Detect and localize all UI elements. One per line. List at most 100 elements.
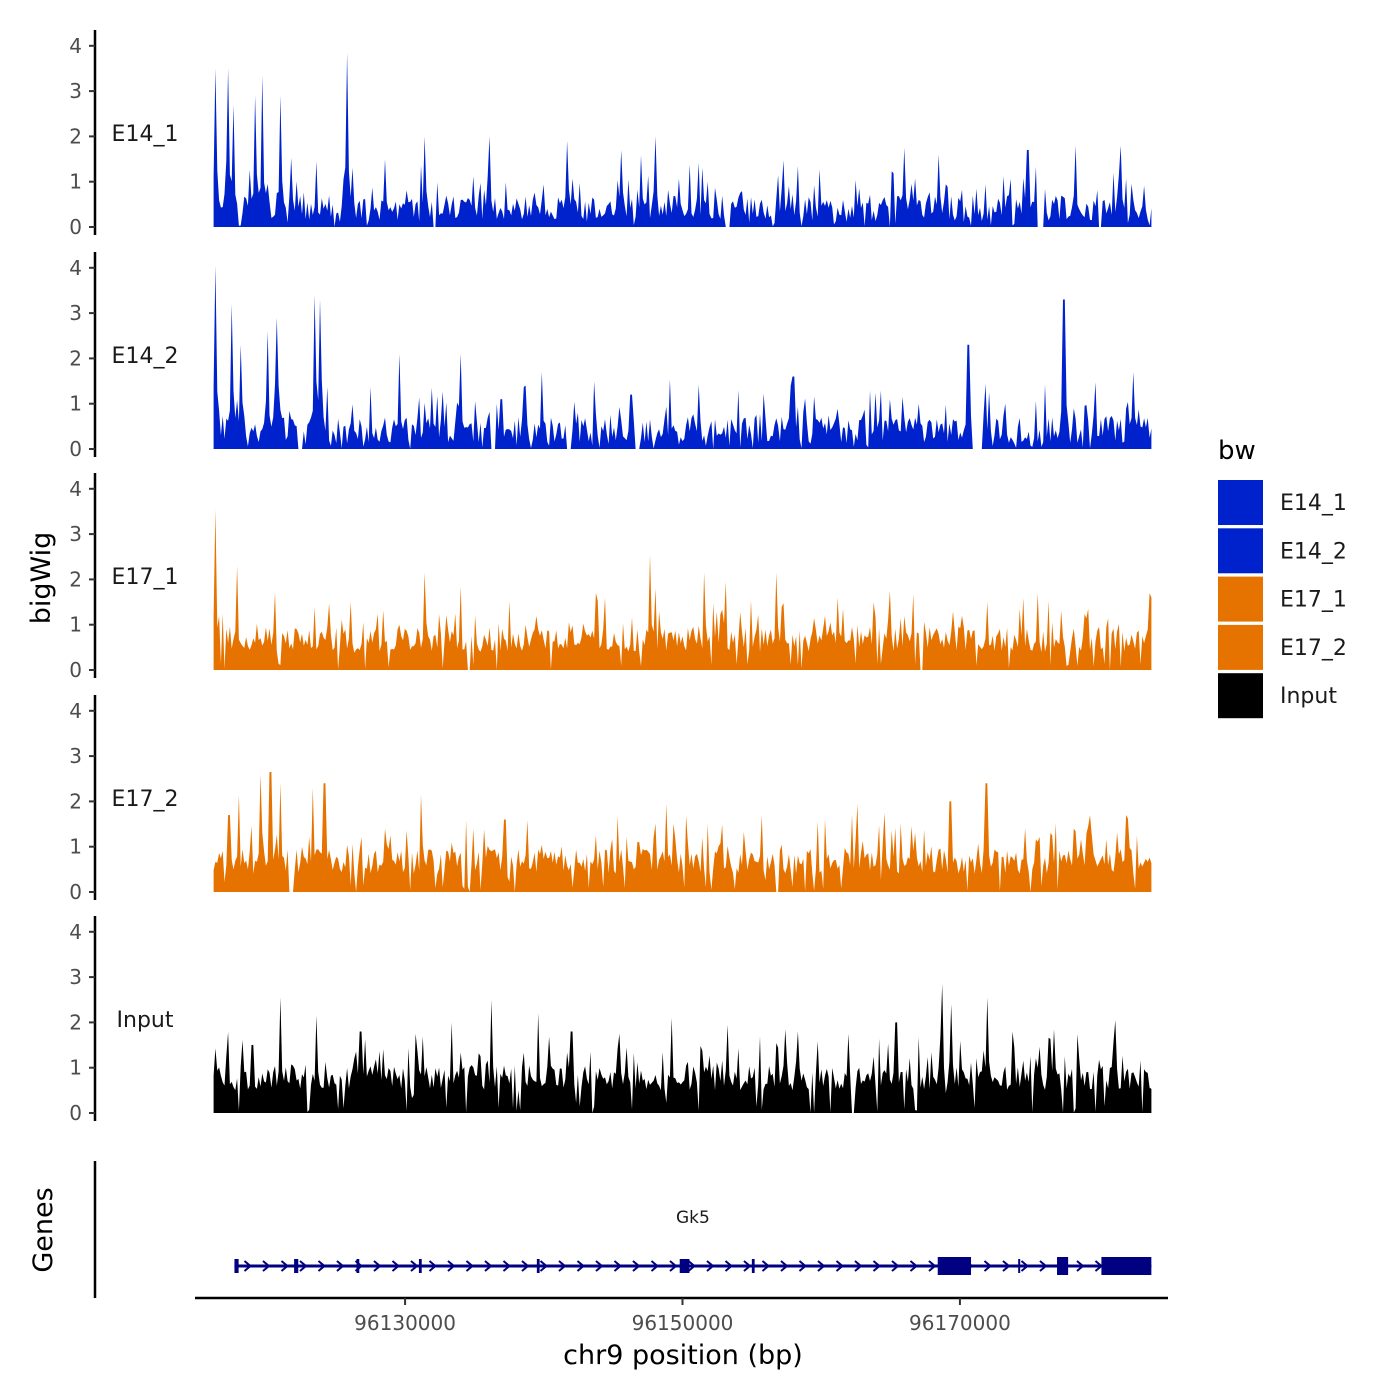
exon-block: [1018, 1259, 1021, 1273]
track-label: E14_1: [112, 122, 179, 147]
strand-arrow: [798, 1260, 808, 1272]
y-tick-label: 0: [69, 437, 82, 461]
strand-arrow: [465, 1260, 475, 1272]
x-axis: 96130000 96150000 96170000: [195, 1296, 1168, 1335]
x-tick-label: 96150000: [632, 1311, 734, 1335]
strand-arrow: [650, 1260, 660, 1272]
strand-arrow: [521, 1260, 530, 1272]
legend-label: E14_2: [1280, 539, 1347, 564]
exon-block: [294, 1259, 299, 1273]
strand-arrow: [743, 1260, 752, 1272]
y-tick-label: 3: [69, 522, 82, 546]
coverage-area-E17_1: [213, 509, 1152, 670]
x-tick-label: 96130000: [354, 1311, 456, 1335]
strand-arrow: [1076, 1260, 1085, 1272]
strand-arrow: [373, 1260, 382, 1272]
track-E17_1: 0 1 2 3 4 E17_1: [69, 473, 1152, 682]
strand-arrow: [558, 1260, 567, 1272]
strand-arrow: [780, 1260, 789, 1272]
legend-item: E17_1: [1218, 576, 1347, 622]
y-tick-label: 3: [69, 744, 82, 768]
gene-track-title: Genes: [28, 1187, 59, 1272]
coverage-area-Input: [213, 983, 1152, 1113]
strand-arrow: [576, 1260, 586, 1272]
strand-arrow: [484, 1260, 493, 1272]
strand-arrow: [632, 1260, 641, 1272]
coverage-tracks: 0 1 2 3 4 E14_1 0 1 2 3 4 E14_2 0 1 2 3 4 E17_1 0 1 2 3 4 E17_2…: [69, 30, 1152, 1125]
track-Input: 0 1 2 3 4 Input: [69, 916, 1152, 1125]
legend-item: Input: [1218, 673, 1337, 719]
coverage-area-E14_2: [213, 265, 1152, 449]
gene-label: Gk5: [676, 1208, 710, 1228]
y-tick-label: 4: [69, 256, 82, 280]
exon-block: [536, 1259, 540, 1273]
legend-label: E14_1: [1280, 491, 1347, 516]
x-tick-label: 96170000: [909, 1311, 1011, 1335]
track-label: E14_2: [112, 344, 179, 369]
exon-block: [234, 1259, 239, 1273]
strand-arrow: [1020, 1260, 1030, 1272]
legend-swatch: [1218, 528, 1263, 574]
y-tick-label: 1: [69, 170, 82, 194]
strand-arrow: [928, 1260, 937, 1272]
y-tick-label: 0: [69, 1101, 82, 1125]
y-tick-label: 2: [69, 1010, 82, 1034]
exon-block: [1101, 1257, 1152, 1275]
track-label: Input: [117, 1008, 174, 1033]
strand-arrow: [595, 1260, 604, 1272]
strand-arrow: [817, 1260, 826, 1272]
legend-title: bw: [1218, 436, 1256, 466]
strand-arrow: [835, 1260, 845, 1272]
strand-arrow: [410, 1260, 419, 1272]
y-tick-label: 1: [69, 392, 82, 416]
y-tick-label: 2: [69, 789, 82, 813]
strand-arrow: [539, 1260, 549, 1272]
legend-label: E17_2: [1280, 636, 1347, 661]
y-tick-label: 4: [69, 477, 82, 501]
y-tick-label: 2: [69, 346, 82, 370]
legend-swatch: [1218, 480, 1263, 525]
track-label: E17_1: [112, 565, 179, 590]
strand-arrow: [502, 1260, 512, 1272]
track-label: E17_2: [112, 787, 179, 812]
strand-arrow: [983, 1260, 993, 1272]
legend-swatch: [1218, 624, 1263, 670]
gene-Gk5: Gk5: [234, 1208, 1152, 1275]
strand-arrow: [669, 1260, 678, 1272]
y-tick-label: 1: [69, 613, 82, 637]
strand-arrow: [872, 1260, 882, 1272]
strand-arrow: [706, 1260, 715, 1272]
y-tick-label: 1: [69, 1056, 82, 1080]
strand-arrow: [317, 1260, 327, 1272]
y-axis-title: bigWig: [26, 532, 57, 625]
y-tick-label: 0: [69, 215, 82, 239]
coverage-area-E17_2: [213, 772, 1152, 892]
legend-item: E14_1: [1218, 480, 1347, 525]
strand-arrow: [909, 1260, 919, 1272]
strand-arrow: [336, 1260, 345, 1272]
legend-item: E14_2: [1218, 528, 1347, 574]
strand-arrow: [243, 1260, 253, 1272]
track-E14_2: 0 1 2 3 4 E14_2: [69, 252, 1152, 461]
exon-block: [679, 1259, 690, 1273]
exon-block: [937, 1257, 972, 1275]
strand-arrow: [280, 1260, 290, 1272]
y-tick-label: 3: [69, 79, 82, 103]
strand-arrow: [299, 1260, 308, 1272]
gene-track: Gk5: [93, 1161, 1152, 1298]
legend-swatch: [1218, 576, 1263, 622]
strand-arrow: [891, 1260, 900, 1272]
strand-arrow: [391, 1260, 401, 1272]
coverage-area-E14_1: [213, 52, 1152, 227]
track-E17_2: 0 1 2 3 4 E17_2: [69, 695, 1152, 904]
legend-label: Input: [1280, 684, 1337, 709]
y-tick-label: 2: [69, 567, 82, 591]
track-E14_1: 0 1 2 3 4 E14_1: [69, 30, 1152, 239]
exon-block: [418, 1259, 422, 1273]
y-tick-label: 3: [69, 965, 82, 989]
legend-swatch: [1218, 673, 1263, 719]
x-axis-title: chr9 position (bp): [563, 1340, 803, 1371]
strand-arrow: [724, 1260, 734, 1272]
